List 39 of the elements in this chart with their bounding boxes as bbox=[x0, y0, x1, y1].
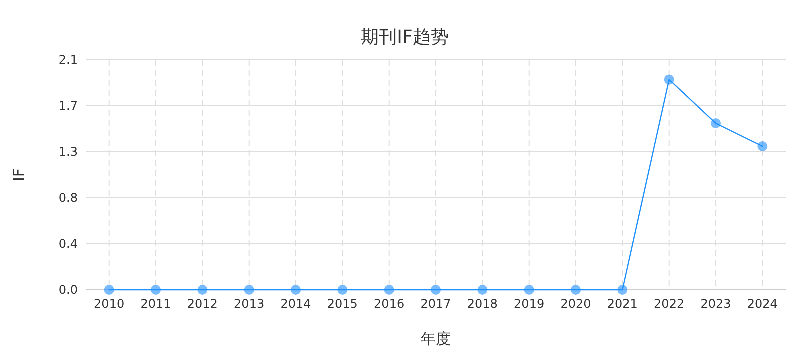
x-tick-label: 2010 bbox=[94, 297, 125, 311]
y-tick-label: 0.8 bbox=[58, 191, 78, 206]
point bbox=[664, 74, 674, 85]
point bbox=[571, 285, 581, 295]
point bbox=[384, 285, 394, 295]
x-tick-label: 2023 bbox=[700, 297, 732, 311]
point bbox=[618, 285, 628, 295]
point bbox=[431, 285, 441, 295]
x-tick-label: 2019 bbox=[514, 297, 545, 311]
point bbox=[478, 285, 488, 295]
x-tick-label: 2011 bbox=[140, 297, 172, 311]
y-tick-label: 0.4 bbox=[58, 237, 78, 252]
y-tick-label: 1.7 bbox=[58, 99, 78, 114]
x-tick-label: 2015 bbox=[327, 297, 358, 311]
x-axis-title: 年度 bbox=[421, 330, 451, 348]
y-tick-label: 1.3 bbox=[58, 145, 78, 160]
point bbox=[711, 118, 721, 129]
x-tick-label: 2024 bbox=[747, 297, 778, 311]
point bbox=[291, 285, 301, 295]
y-axis-title: IF bbox=[10, 168, 28, 182]
point bbox=[104, 285, 114, 295]
x-tick-label: 2013 bbox=[234, 297, 265, 311]
x-tick-label: 2017 bbox=[420, 297, 452, 311]
x-tick-label: 2016 bbox=[374, 297, 405, 311]
x-tick-label: 2022 bbox=[654, 297, 685, 311]
point bbox=[244, 285, 254, 295]
y-tick-label: 0.0 bbox=[58, 283, 78, 298]
x-tick-label: 2021 bbox=[607, 297, 638, 311]
point bbox=[198, 285, 208, 295]
point bbox=[151, 285, 161, 295]
x-tick-label: 2014 bbox=[280, 297, 312, 311]
point bbox=[338, 285, 348, 295]
y-tick-label: 2.1 bbox=[58, 53, 78, 68]
x-tick-label: 2012 bbox=[187, 297, 218, 311]
chart-title: 期刊IF趋势 bbox=[361, 27, 449, 48]
x-tick-label: 2018 bbox=[467, 297, 498, 311]
point bbox=[758, 142, 768, 152]
x-tick-label: 2020 bbox=[560, 297, 592, 311]
point bbox=[524, 285, 534, 295]
